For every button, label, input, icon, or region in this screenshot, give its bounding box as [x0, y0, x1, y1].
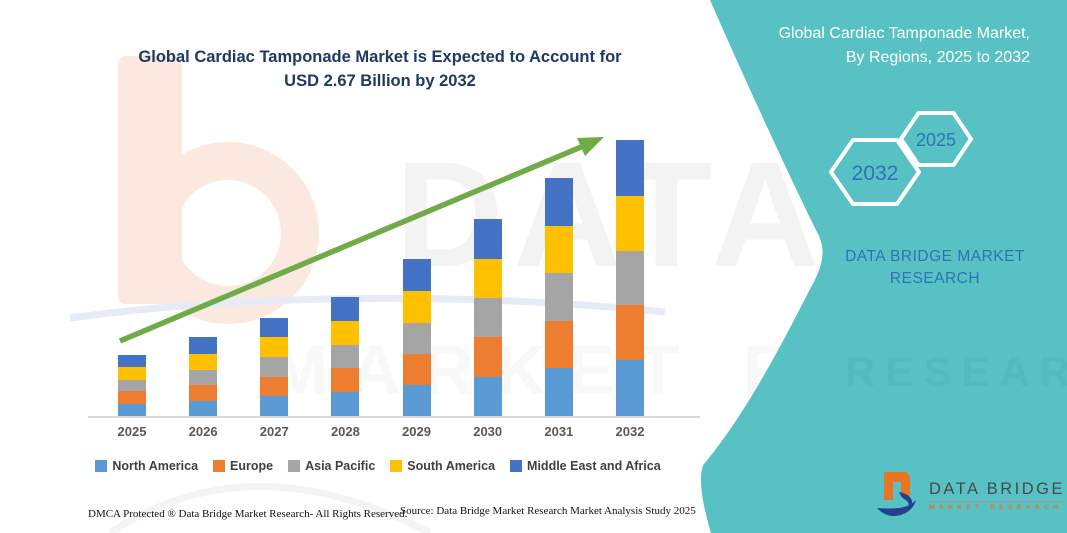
bar-segment: [118, 379, 146, 392]
x-axis-label: 2027: [259, 424, 289, 439]
panel-brand-caption: DATA BRIDGE MARKET RESEARCH: [830, 246, 1040, 291]
hexagon-2032-label: 2032: [852, 162, 899, 185]
panel-heading: Global Cardiac Tamponade Market, By Regi…: [700, 22, 1030, 70]
legend-swatch: [390, 460, 403, 472]
legend-swatch: [95, 460, 108, 472]
bar-2025: [118, 355, 146, 416]
bar-segment: [260, 396, 289, 416]
bar-2028: [331, 297, 360, 416]
bar-segment: [118, 403, 146, 416]
bar-segment: [544, 225, 573, 274]
x-axis-label: 2026: [188, 424, 218, 439]
stacked-bar-plot: 2025 2026 2027 2028 2029 2030 2031 2032: [88, 130, 668, 439]
hexagon-2025-label: 2025: [916, 130, 956, 150]
x-axis-label: 2031: [544, 424, 574, 439]
bar-segment: [260, 337, 289, 358]
bar-segment: [473, 376, 502, 416]
legend-label: South America: [407, 459, 496, 473]
legend-label: Europe: [230, 459, 274, 473]
x-axis-label: 2028: [330, 424, 360, 439]
bar-segment: [473, 258, 502, 299]
logo-divider: [929, 500, 1065, 502]
bar-segment: [189, 400, 218, 416]
legend-swatch: [510, 460, 523, 472]
source-note: Source: Data Bridge Market Research Mark…: [400, 505, 696, 517]
panel-brand-caption-line1: DATA BRIDGE MARKET: [845, 248, 1025, 265]
panel-ghost-watermark: RESEARCH: [845, 348, 1067, 395]
bar-segment: [615, 139, 644, 196]
panel-brand-caption-line2: RESEARCH: [889, 270, 981, 288]
panel-heading-line2: By Regions, 2025 to 2032: [845, 49, 1030, 66]
bar-segment: [118, 355, 146, 368]
bar-2032: [615, 139, 644, 416]
bar-segment: [402, 322, 431, 354]
bar-segment: [189, 369, 218, 385]
legend-item: Middle East and Africa: [510, 459, 661, 473]
legend-label: North America: [112, 459, 199, 473]
legend-label: Asia Pacific: [305, 459, 376, 473]
bar-segment: [189, 354, 218, 370]
bar-segment: [402, 290, 431, 323]
bar-segment: [544, 320, 573, 369]
x-axis-label: 2025: [117, 424, 147, 439]
chart-title: Global Cardiac Tamponade Market is Expec…: [95, 46, 665, 94]
x-axis-label: 2029: [402, 424, 431, 439]
bar-segment: [473, 298, 502, 338]
bar-2031: [544, 178, 573, 416]
bar-segment: [544, 368, 573, 416]
x-axis-label: 2032: [615, 424, 645, 439]
hexagon-2025: [899, 111, 973, 167]
bar-segment: [615, 305, 644, 361]
bar-2027: [260, 317, 289, 416]
bar-segment: [118, 391, 146, 404]
bar-segment: [615, 195, 644, 251]
bar-2030: [473, 218, 502, 416]
chart-title-line2: USD 2.67 Billion by 2032: [284, 71, 476, 90]
bar-2029: [402, 258, 431, 416]
bar-segment: [615, 360, 644, 416]
bar-segment: [331, 320, 360, 345]
bar-segment: [402, 258, 431, 291]
bar-segment: [331, 392, 360, 416]
legend-swatch: [288, 460, 301, 472]
bar-segment: [118, 367, 146, 380]
data-bridge-logo-icon: [877, 472, 916, 517]
dmca-notice: DMCA Protected ® Data Bridge Market Rese…: [88, 508, 408, 520]
hexagon-2032: [829, 138, 921, 206]
legend-item: Asia Pacific: [288, 459, 375, 473]
bar-segment: [331, 368, 360, 393]
bar-segment: [402, 384, 431, 416]
data-bridge-logo: DATA BRIDGE MARKET RESEARCH: [874, 470, 1065, 520]
bar-segment: [260, 357, 289, 377]
legend-label: Middle East and Africa: [527, 459, 661, 473]
bar-segment: [473, 218, 502, 259]
bar-segment: [615, 250, 644, 306]
bar-segment: [331, 297, 360, 321]
bar-segment: [544, 178, 573, 226]
bar-segment: [331, 344, 360, 369]
bar-segment: [260, 376, 289, 397]
panel-heading-line1: Global Cardiac Tamponade Market,: [778, 25, 1030, 42]
bar-2026: [189, 337, 218, 416]
chart-legend: North America Europe Asia Pacific South Ame…: [85, 459, 671, 473]
legend-swatch: [213, 460, 226, 472]
x-axis-line: [88, 416, 700, 418]
x-axis-label: 2030: [473, 424, 503, 439]
legend-item: Europe: [213, 459, 273, 473]
legend-item: South America: [390, 459, 495, 473]
bar-segment: [189, 385, 218, 401]
logo-name-text: DATA BRIDGE: [929, 479, 1065, 498]
bar-segment: [544, 273, 573, 321]
chart-title-line1: Global Cardiac Tamponade Market is Expec…: [138, 48, 622, 66]
bar-segment: [260, 317, 289, 338]
bar-segment: [473, 337, 502, 377]
bar-segment: [189, 337, 218, 354]
logo-subtitle-text: MARKET RESEARCH: [929, 503, 1063, 511]
legend-item: North America: [95, 459, 198, 473]
bar-segment: [402, 353, 431, 385]
